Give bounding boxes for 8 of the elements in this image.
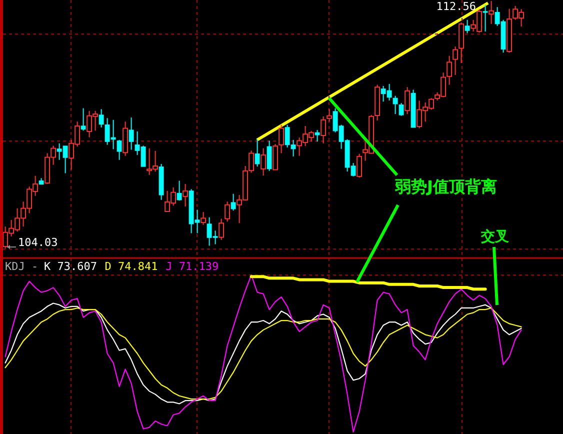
- annotation: 交叉: [480, 228, 509, 245]
- text: KDJ -: [5, 260, 38, 273]
- text: K 73.607: [44, 260, 97, 273]
- annotation: 112.56: [436, 0, 476, 13]
- text: D 74.841: [104, 260, 158, 273]
- annotation: 弱势J值顶背离: [394, 177, 497, 196]
- annotation: 104.03: [18, 236, 58, 249]
- text: J 71.139: [166, 260, 219, 273]
